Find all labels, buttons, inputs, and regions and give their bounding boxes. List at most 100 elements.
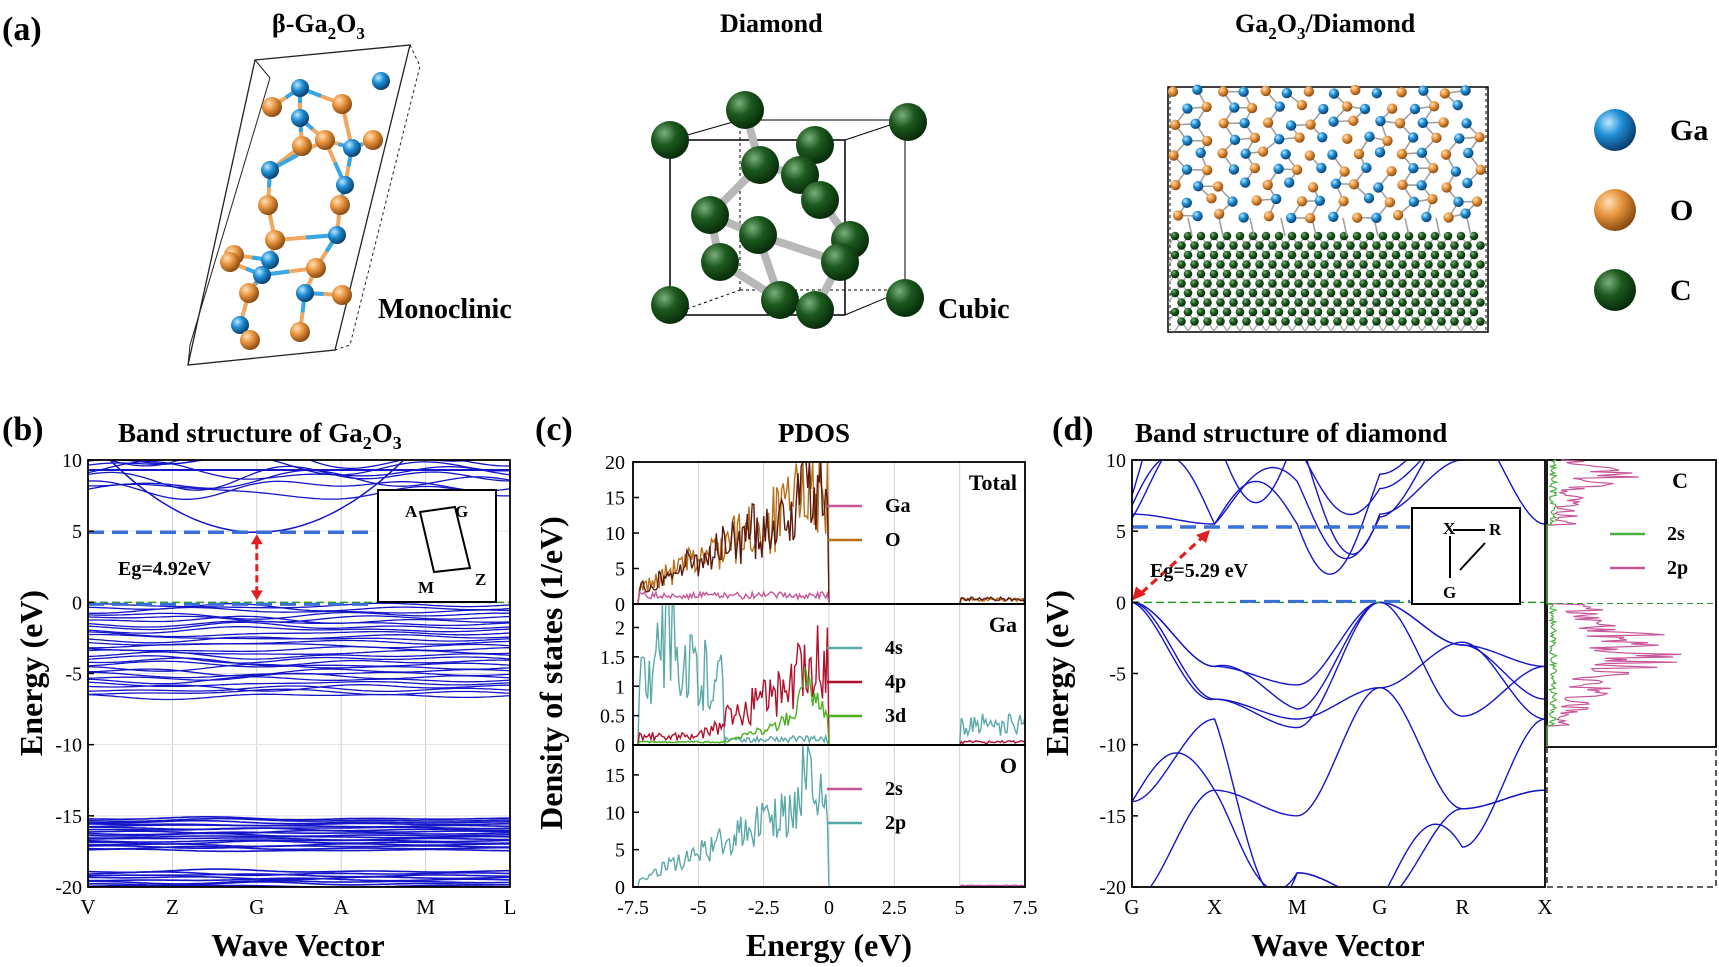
o-atom: [239, 283, 259, 303]
o-atom: [1471, 196, 1483, 207]
ga-atom: [291, 79, 309, 97]
c-atom: [1170, 231, 1180, 241]
c-atom: [1320, 317, 1329, 326]
o-atom: [1202, 164, 1213, 176]
c-atom: [1216, 241, 1225, 250]
x-tick-label: 2.5: [882, 897, 907, 919]
c-atom: [1209, 231, 1219, 241]
c-atom: [889, 103, 927, 141]
c-atom: [1177, 298, 1186, 307]
x-tick-label: M: [416, 895, 435, 919]
o-atom: [330, 195, 350, 215]
c-atom: [1281, 279, 1290, 288]
c-atom: [691, 196, 729, 234]
y-tick-label: 0: [615, 594, 625, 616]
ga-atom: [1375, 115, 1386, 127]
o-atom: [240, 330, 260, 350]
band-line: [88, 829, 510, 835]
c-atom: [761, 281, 799, 319]
c-atom: [1417, 231, 1427, 241]
c-atom: [1190, 279, 1199, 288]
subplot-name: Total: [969, 470, 1017, 495]
c-atom: [1274, 307, 1284, 317]
c-atom: [1300, 307, 1310, 317]
c-atom: [1424, 317, 1433, 326]
c-atom: [1391, 250, 1401, 260]
c-atom: [1183, 288, 1193, 298]
c-atom: [1170, 307, 1180, 317]
c-atom: [1235, 231, 1245, 241]
o-atom: [1262, 179, 1273, 191]
band-line: [88, 663, 510, 672]
c-atom: [1417, 269, 1427, 279]
c-atom: [1424, 279, 1433, 288]
c-atom: [1476, 241, 1485, 250]
c-atom: [1424, 298, 1433, 307]
bz-path: [1459, 542, 1486, 571]
c-atom: [1365, 231, 1375, 241]
panel-label-b: (b): [2, 411, 44, 448]
ga-atom: [1373, 182, 1384, 193]
ga-atom: [1328, 116, 1339, 127]
bz-path: [418, 505, 472, 574]
o-atom: [1212, 181, 1224, 192]
band-line: [88, 676, 510, 685]
x-tick-label: -7.5: [617, 897, 649, 919]
c-atom: [1229, 241, 1238, 250]
c-atom: [1391, 269, 1401, 279]
ga-atom: [1418, 85, 1429, 96]
band-line: [88, 606, 510, 614]
ga-atom: [291, 109, 309, 127]
y-tick-label: 1: [615, 676, 625, 698]
c-atom: [741, 146, 779, 184]
c-atom: [1385, 317, 1394, 326]
band-line: [88, 657, 510, 667]
gap-annotation: Eg=4.92eV: [118, 558, 212, 580]
interface-bond: [1249, 217, 1255, 237]
c-atom: [1216, 317, 1225, 326]
c-atom: [1190, 317, 1199, 326]
o-atom: [1263, 210, 1275, 222]
c-atom: [1222, 250, 1232, 260]
ga-atom: [1421, 211, 1432, 223]
c-atom: [1300, 288, 1310, 298]
c-atom: [1352, 250, 1362, 260]
c-atom: [1378, 250, 1388, 260]
c-atom: [1183, 250, 1193, 260]
c-atom: [1469, 250, 1479, 260]
c-atom: [1222, 231, 1232, 241]
c-atom: [1281, 317, 1290, 326]
diamond-crystal-structure: [651, 91, 927, 329]
legend-label: 2s: [1667, 523, 1685, 545]
ga-atom: [253, 266, 271, 284]
y-tick-label: 20: [605, 452, 625, 474]
band-line: [88, 826, 510, 831]
c-atom: [1469, 231, 1479, 241]
y-tick-label: 15: [605, 488, 625, 510]
o-atom: [1382, 135, 1393, 147]
c-atom: [1248, 307, 1258, 317]
c-atom: [1203, 241, 1212, 250]
ga2o3-crystal-structure: [187, 44, 421, 366]
band-line: [88, 837, 510, 841]
c-atom: [1404, 269, 1414, 279]
y-tick-label: 1.5: [600, 647, 625, 669]
band-structure-ga2o3-chart: Eg=4.92eV A G M Z 10 5 0 -5 -10 -15 -20V Z G A M L Wave V…: [13, 450, 516, 963]
ga-atom: [1408, 196, 1420, 208]
band-line: [88, 680, 510, 688]
y-axis-label: Density of states (1/eV): [533, 516, 569, 830]
o-atom: [1307, 182, 1319, 193]
c-atom: [1274, 269, 1284, 279]
c-atom: [1274, 250, 1284, 260]
ga-atom: [1239, 117, 1250, 129]
o-atom: [1440, 149, 1452, 160]
c-atom: [1294, 317, 1303, 326]
ga-atom: [1314, 195, 1326, 206]
o-atom: [1341, 101, 1353, 112]
o-atom: [290, 322, 310, 342]
c-atom: [1196, 250, 1206, 260]
c-atom: [1281, 260, 1290, 269]
c-atom: [1170, 288, 1180, 298]
o-atom: [1439, 88, 1451, 99]
